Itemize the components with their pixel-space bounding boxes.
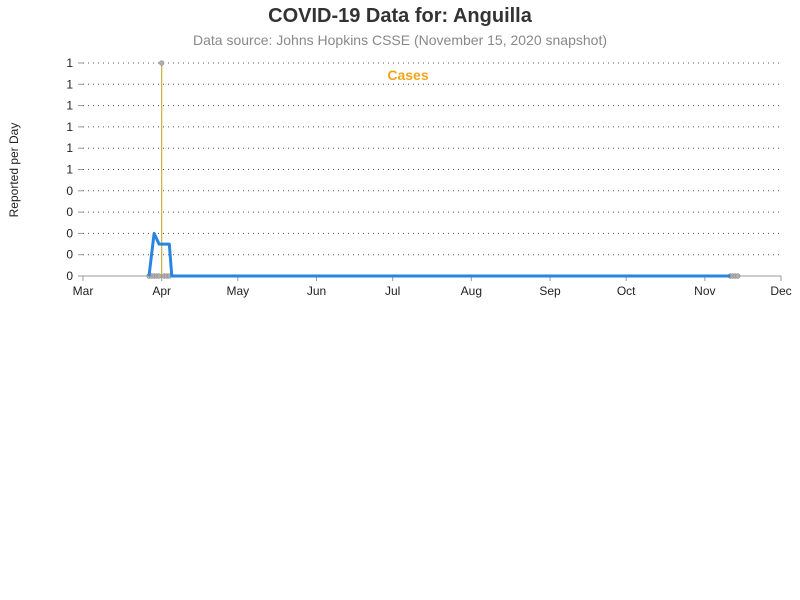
x-tick-label: Oct xyxy=(617,284,636,298)
y-tick-label: 0 xyxy=(66,205,73,219)
y-tick-label: 1 xyxy=(66,99,73,113)
y-tick-label: 0 xyxy=(66,248,73,262)
y-tick-label: 0 xyxy=(66,269,73,283)
cases-point xyxy=(156,273,162,279)
x-tick-label: May xyxy=(226,284,249,298)
x-tick-label: Jun xyxy=(307,284,326,298)
x-tick-label: Jul xyxy=(385,284,400,298)
y-tick-label: 1 xyxy=(66,77,73,91)
x-tick-label: Aug xyxy=(461,284,482,298)
x-tick-label: Nov xyxy=(694,284,715,298)
y-tick-label: 0 xyxy=(66,226,73,240)
cases-point xyxy=(159,60,165,66)
x-tick-label: Mar xyxy=(73,284,94,298)
y-tick-label: 1 xyxy=(66,120,73,134)
y-tick-label: 1 xyxy=(66,141,73,155)
x-tick-label: Dec xyxy=(770,284,791,298)
cases-annotation: Cases xyxy=(387,67,428,83)
y-tick-label: 0 xyxy=(66,184,73,198)
y-axis-ticks: 0 0 0 0 0 1 1 1 1 1 1 xyxy=(66,56,83,283)
rolling-line-series xyxy=(147,231,731,278)
x-tick-label: Apr xyxy=(152,284,171,298)
y-tick-label: 1 xyxy=(66,163,73,177)
chart-subtitle: Data source: Johns Hopkins CSSE (Novembe… xyxy=(193,32,607,48)
gridlines xyxy=(83,62,781,256)
cases-point xyxy=(735,273,741,279)
x-axis-ticks: Mar Apr May Jun Jul Aug Sep Oct Nov Dec xyxy=(73,276,792,298)
x-tick-label: Sep xyxy=(539,284,561,298)
y-tick-label: 1 xyxy=(66,56,73,70)
y-axis-label: Reported per Day xyxy=(7,123,21,218)
line-path xyxy=(147,231,731,278)
chart-title: COVID-19 Data for: Anguilla xyxy=(268,5,532,27)
